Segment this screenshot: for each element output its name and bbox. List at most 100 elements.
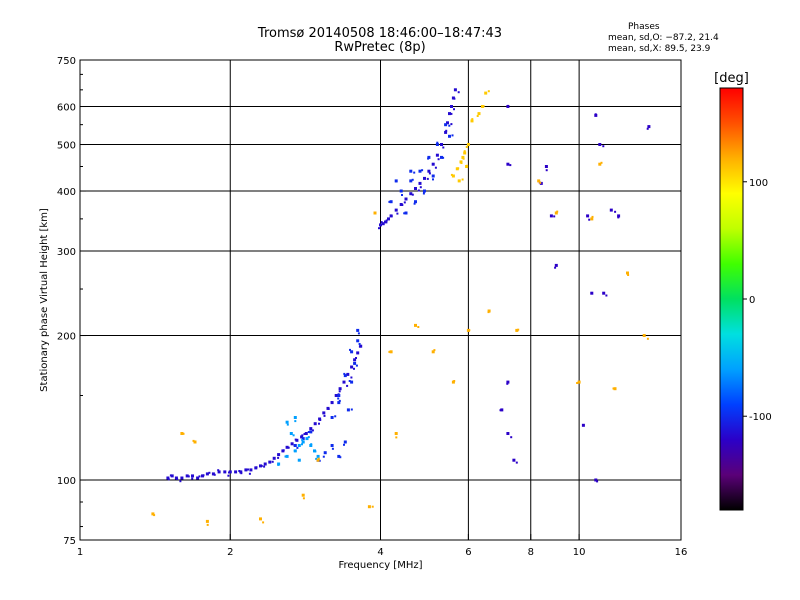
data-point [444,130,448,134]
data-point [450,105,453,108]
data-point [457,179,461,183]
data-point [205,519,209,523]
x-tick-label: 8 [528,547,534,558]
phases-x-stats: mean, sd,X: 89.5, 23.9 [608,44,711,54]
data-point-speckle [355,364,358,367]
data-point-speckle [450,123,453,126]
data-point-speckle [432,178,434,181]
data-point [394,208,398,212]
data-point [423,189,426,193]
data-point [642,334,646,337]
data-point [404,197,408,201]
data-point-speckle [451,134,454,137]
data-point [309,444,313,447]
data-point [409,192,413,196]
y-tick-label: 500 [57,141,76,152]
data-point-speckle [301,443,303,446]
data-point-speckle [339,456,342,459]
data-point-speckle [614,210,617,213]
data-point-speckle [282,449,285,452]
data-point-speckle [286,423,289,426]
data-point-speckle [338,390,341,393]
data-point [409,169,413,173]
data-point-speckle [182,432,185,435]
x-axis-label: Frequency [MHz] [338,560,422,571]
data-point-speckle [384,220,386,223]
data-point-speckle [588,218,591,221]
data-point [537,179,541,183]
phases-o-stats: mean, sd,O: −87.2, 21.4 [608,33,719,43]
data-point-speckle [448,124,451,127]
x-tick-label: 2 [227,547,233,558]
data-point [205,472,209,476]
data-point-speckle [594,113,597,116]
data-point [185,474,189,478]
data-point [249,468,253,472]
data-point [346,408,350,412]
data-point-speckle [600,161,603,164]
data-point [285,454,289,458]
data-point-speckle [602,145,605,148]
data-point [338,387,342,391]
data-point-speckle [556,210,559,213]
data-point [431,350,435,354]
data-point-speckle [426,177,429,180]
data-point-speckle [422,192,425,195]
data-point [343,440,347,444]
data-point-speckle [338,399,341,402]
y-tick-label: 100 [57,476,76,487]
data-point-speckle [411,193,414,196]
data-point-speckle [187,475,190,478]
data-point [289,432,293,435]
data-point-speckle [240,472,243,475]
data-point-speckle [277,463,280,466]
data-point-speckle [457,91,460,94]
data-point-speckle [390,215,393,218]
data-point [211,472,215,476]
data-point [598,162,602,166]
data-point [244,468,248,472]
data-point [217,470,221,474]
data-point-speckle [227,474,230,477]
data-point-speckle [450,173,453,176]
data-point-speckle [191,477,194,480]
y-tick-label: 750 [57,56,76,67]
data-point [480,105,484,108]
data-point-speckle [228,471,230,474]
data-point-speckle [388,200,391,203]
data-point [263,462,267,466]
data-point [304,432,308,435]
data-point [170,474,174,478]
data-point [470,119,474,123]
data-point [166,476,170,480]
data-points [151,88,651,526]
data-point [196,476,200,480]
data-point-speckle [371,505,374,508]
data-point-speckle [506,382,509,385]
data-point-speckle [553,215,556,218]
data-point-speckle [468,329,471,332]
data-point [418,169,422,173]
data-point-speckle [457,167,460,170]
data-point-speckle [271,460,274,463]
data-point [554,211,558,215]
data-point-speckle [337,397,340,400]
data-point [487,309,491,313]
x-tick-label: 6 [465,547,471,558]
data-point [297,444,301,447]
data-point-speckle [315,457,318,460]
data-point-speckle [327,408,330,410]
data-point [305,437,309,441]
data-point-speckle [206,523,209,526]
data-point-speckle [539,181,542,184]
data-point [300,435,304,439]
data-point-speckle [385,219,388,222]
x-tick-label: 1 [77,547,83,558]
data-point-speckle [445,129,448,132]
data-point [313,422,317,426]
data-point [453,88,457,92]
data-point [594,478,598,482]
data-point [381,222,385,226]
axis-labels: 1 2 4 6 8 10 16 75 100 200 300 400 500 600 750 Frequenc… [39,56,687,571]
